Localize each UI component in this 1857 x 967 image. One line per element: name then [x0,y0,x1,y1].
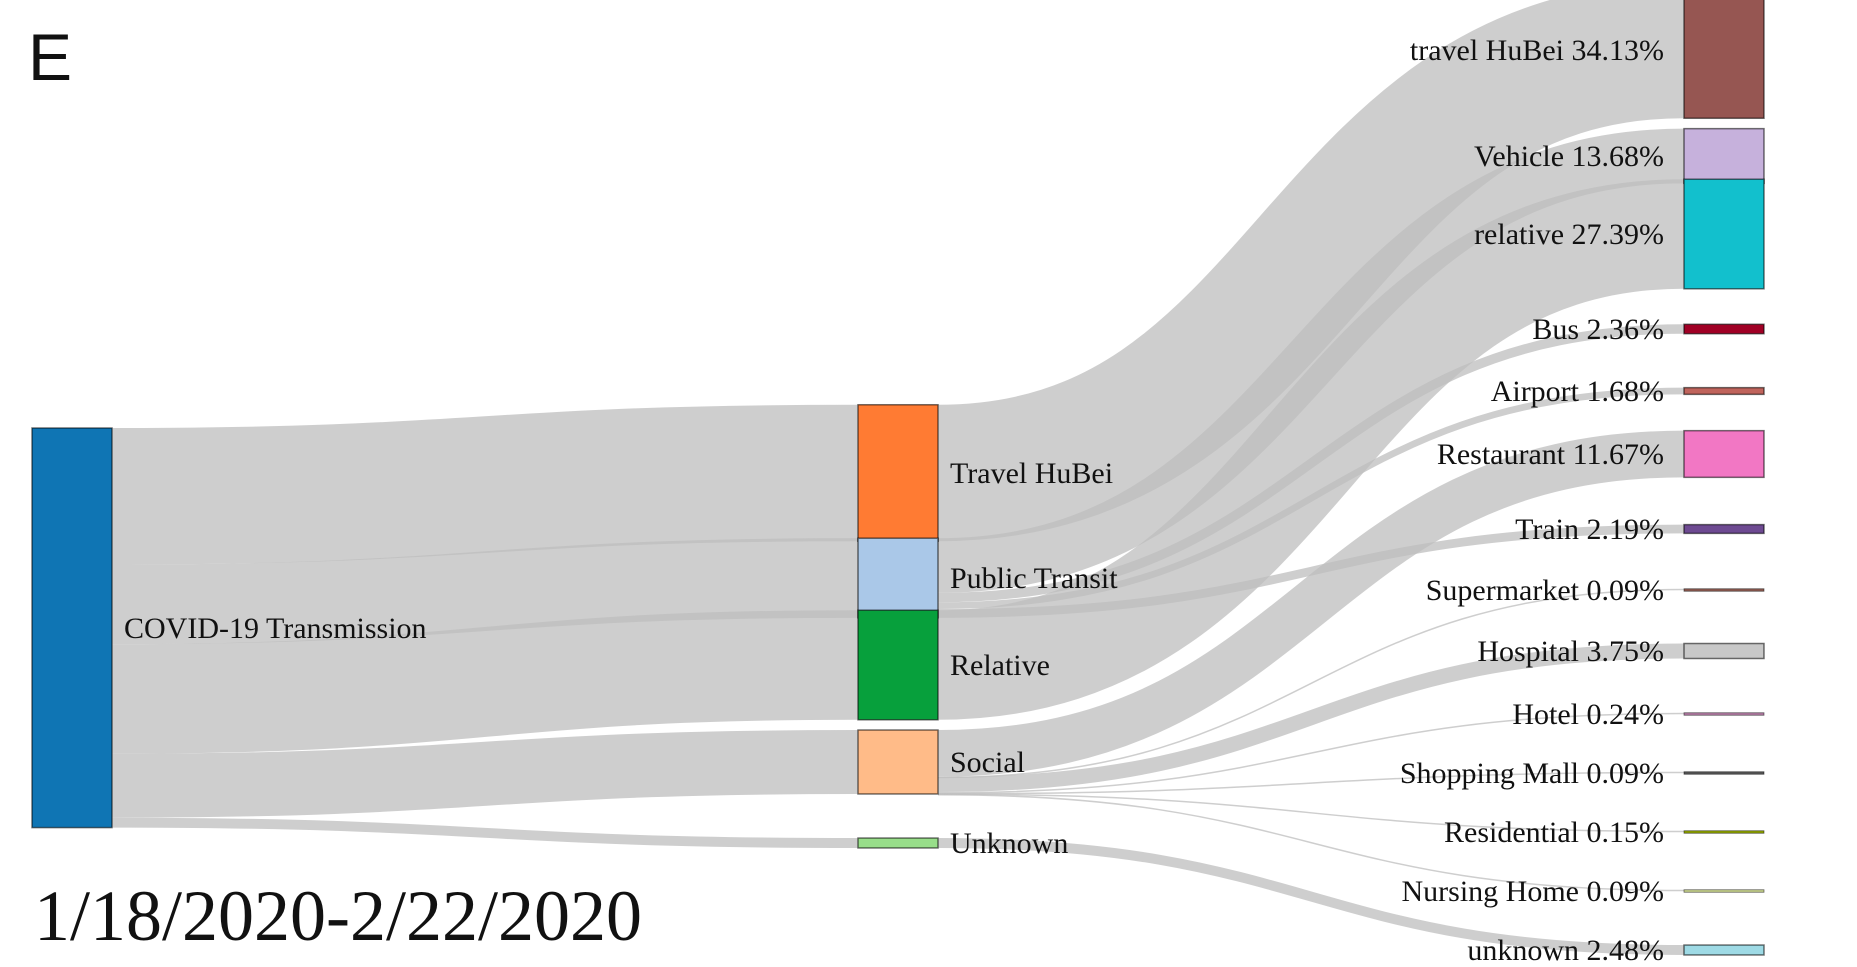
node-unknown[interactable] [857,837,939,849]
flow-link-source-to-transit [111,538,859,645]
flow-link-social-to-d_mall [937,771,1685,795]
node-travel[interactable] [857,403,939,543]
node-label-relative: Relative [950,649,1050,682]
node-d_residential[interactable] [1683,830,1765,834]
node-label-d_restaurant: Restaurant 11.67% [1437,438,1664,471]
node-label-d_hotel: Hotel 0.24% [1512,698,1664,731]
flow-link-social-to-d_supermarket [937,588,1685,779]
flow-links [111,0,1686,955]
node-label-d_hospital: Hospital 3.75% [1477,635,1664,668]
node-label-d_bus: Bus 2.36% [1532,313,1664,346]
flow-link-transit-to-d_vehicle [937,128,1685,593]
flow-link-source-to-social [111,730,859,818]
node-transit[interactable] [857,537,939,619]
node-d_travel[interactable] [1683,0,1765,120]
flow-link-social-to-d_hospital [937,643,1685,793]
flow-link-source-to-travel [111,404,859,565]
node-d_bus[interactable] [1683,323,1765,335]
node-d_unknown[interactable] [1683,944,1765,956]
node-d_supermarket[interactable] [1683,588,1765,592]
flow-link-social-to-d_nursing [937,793,1685,892]
flow-link-travel-to-d_travel [936,0,1686,542]
node-social[interactable] [857,729,939,795]
date-range: 1/18/2020-2/22/2020 [34,876,642,956]
node-d_train[interactable] [1683,523,1765,535]
flow-link-social-to-d_restaurant [937,430,1685,777]
flow-link-social-to-d_residential [937,793,1685,833]
node-label-d_relative: relative 27.39% [1474,218,1664,251]
node-d_airport[interactable] [1683,386,1765,396]
node-label-source: COVID-19 Transmission [124,612,427,645]
node-label-d_nursing: Nursing Home 0.09% [1402,875,1664,908]
node-labels: COVID-19 Transmission Travel HuBei Public … [124,34,1664,967]
node-d_mall[interactable] [1683,771,1765,775]
node-d_hotel[interactable] [1683,712,1765,716]
flow-link-unknown-to-d_unknown [937,838,1685,955]
node-label-d_supermarket: Supermarket 0.09% [1426,574,1664,607]
node-d_restaurant[interactable] [1683,429,1765,479]
node-label-unknown: Unknown [950,827,1068,860]
node-label-d_vehicle: Vehicle 13.68% [1474,140,1664,173]
node-relative[interactable] [857,609,939,721]
node-label-social: Social [950,746,1025,779]
flow-link-social-to-d_hotel [937,712,1685,794]
panel-letter: E [28,20,72,94]
node-label-d_airport: Airport 1.68% [1491,375,1664,408]
node-label-d_mall: Shopping Mall 0.09% [1400,757,1664,790]
node-d_relative[interactable] [1683,178,1765,290]
node-label-transit: Public Transit [950,562,1118,595]
node-d_vehicle[interactable] [1683,127,1765,185]
node-label-d_travel: travel HuBei 34.13% [1410,34,1664,67]
flow-link-source-to-relative [111,610,859,754]
node-d_nursing[interactable] [1683,889,1765,893]
flow-nodes [31,0,1765,956]
flow-link-source-to-unknown [111,817,859,848]
node-label-d_residential: Residential 0.15% [1444,816,1664,849]
node-label-d_train: Train 2.19% [1515,513,1664,546]
node-d_hospital[interactable] [1683,642,1765,660]
node-source[interactable] [31,427,113,829]
node-label-d_unknown: unknown 2.48% [1467,934,1664,967]
flow-link-relative-to-d_relative [937,179,1685,720]
node-label-travel: Travel HuBei [950,457,1113,490]
